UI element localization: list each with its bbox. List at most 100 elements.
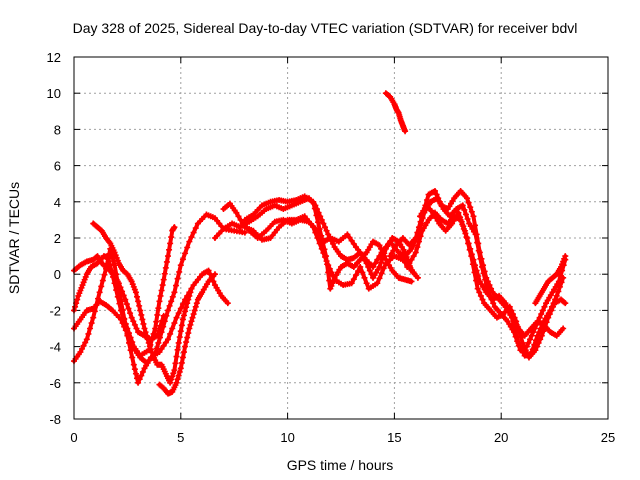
y-tick-label: -8	[49, 412, 61, 427]
data-point	[185, 296, 192, 303]
y-tick-label: 2	[54, 231, 61, 246]
data-point	[326, 265, 333, 272]
data-point	[82, 339, 89, 346]
plot-frame	[73, 56, 609, 420]
data-point	[171, 289, 178, 296]
data-point	[376, 263, 383, 270]
data-point	[414, 244, 421, 251]
data-point	[313, 212, 320, 219]
data-point	[162, 339, 169, 346]
x-tick-label: 5	[177, 430, 184, 445]
data-point	[120, 292, 127, 299]
data-point	[511, 314, 518, 321]
data-point	[154, 311, 161, 318]
data-point	[233, 209, 240, 216]
data-point	[126, 330, 133, 337]
data-point	[119, 311, 126, 318]
data-point	[314, 235, 321, 241]
data-point	[186, 238, 193, 245]
data-point	[169, 293, 176, 300]
data-point	[321, 224, 328, 231]
data-point	[125, 305, 132, 312]
data-point	[157, 292, 164, 299]
data-point	[555, 288, 562, 295]
data-point	[147, 346, 154, 353]
data-point	[472, 231, 479, 238]
data-point	[478, 263, 485, 270]
data-point	[163, 258, 170, 265]
data-point	[129, 339, 136, 346]
data-point	[140, 320, 147, 327]
data-point	[402, 128, 409, 135]
data-point	[461, 227, 468, 234]
data-point	[410, 242, 417, 249]
data-point	[190, 229, 197, 236]
data-point	[188, 234, 195, 241]
data-point	[519, 339, 526, 346]
data-point	[192, 303, 199, 310]
data-point	[310, 198, 317, 205]
data-point	[477, 292, 484, 299]
data-point	[363, 280, 370, 287]
data-point	[164, 253, 171, 260]
y-tick-label: 0	[54, 267, 61, 282]
data-point	[90, 314, 97, 321]
data-point	[540, 328, 547, 335]
data-point	[211, 271, 218, 278]
x-tick-label: 20	[494, 430, 508, 445]
data-point	[512, 333, 519, 340]
axis-ticks: 0 5 10 15 20 25 -8 -6 -4 -2 0 2 4 6 8 10 12	[47, 50, 616, 445]
data-point	[537, 336, 544, 343]
data-point	[119, 288, 126, 295]
data-point	[239, 220, 246, 227]
data-point	[465, 199, 472, 206]
data-point	[155, 327, 162, 334]
data-point	[183, 339, 190, 346]
data-point	[410, 253, 417, 260]
series-track-15	[417, 202, 569, 361]
data-point	[323, 258, 330, 265]
data-point	[173, 379, 180, 386]
data-point	[186, 292, 193, 299]
data-point	[408, 267, 415, 274]
data-point	[188, 285, 195, 292]
data-point	[380, 265, 387, 272]
data-point	[538, 332, 545, 339]
data-point	[145, 339, 152, 346]
data-point	[182, 308, 189, 315]
data-point	[461, 206, 468, 213]
y-tick-label: -6	[49, 376, 61, 391]
data-point	[506, 303, 513, 310]
y-tick-label: 10	[47, 86, 61, 101]
data-point	[310, 224, 317, 231]
data-point	[471, 269, 478, 276]
data-point	[557, 273, 564, 280]
data-point	[175, 310, 182, 317]
data-point	[130, 361, 137, 368]
data-point	[462, 211, 469, 218]
data-point	[538, 311, 545, 318]
data-point	[457, 214, 464, 221]
data-point	[174, 376, 181, 383]
data-point	[188, 318, 195, 325]
data-point	[175, 372, 182, 379]
data-point	[480, 270, 487, 277]
data-point	[134, 293, 141, 300]
data-point	[530, 329, 537, 336]
data-point	[122, 320, 129, 327]
data-point	[160, 342, 167, 349]
data-point	[543, 319, 550, 326]
data-point	[414, 274, 421, 281]
data-point	[155, 339, 162, 346]
series-line	[72, 246, 230, 385]
data-point	[541, 323, 548, 330]
data-point	[136, 302, 143, 309]
data-point	[177, 262, 184, 269]
data-point	[376, 275, 383, 282]
data-point	[153, 318, 160, 325]
data-point	[535, 339, 542, 346]
data-point	[192, 225, 199, 232]
data-point	[131, 366, 138, 373]
data-point	[237, 216, 244, 223]
data-point	[111, 262, 118, 269]
